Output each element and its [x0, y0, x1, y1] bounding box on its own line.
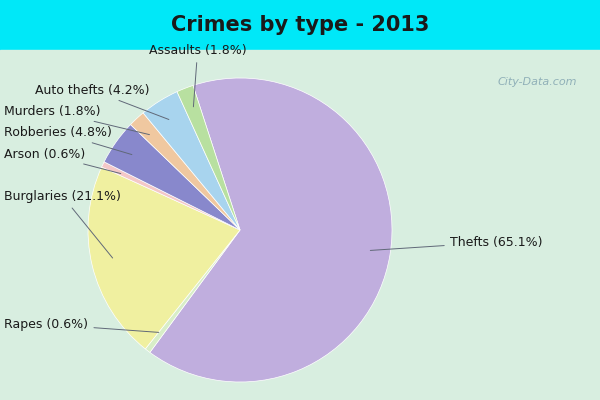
Wedge shape — [101, 162, 240, 230]
Wedge shape — [150, 78, 392, 382]
Wedge shape — [131, 113, 240, 230]
Text: Murders (1.8%): Murders (1.8%) — [4, 105, 149, 135]
Text: Rapes (0.6%): Rapes (0.6%) — [4, 318, 158, 332]
Text: Thefts (65.1%): Thefts (65.1%) — [370, 236, 542, 250]
Text: Robberies (4.8%): Robberies (4.8%) — [4, 126, 132, 154]
Text: Arson (0.6%): Arson (0.6%) — [4, 148, 121, 174]
Text: Auto thefts (4.2%): Auto thefts (4.2%) — [35, 84, 169, 120]
Wedge shape — [143, 92, 240, 230]
Text: City-Data.com: City-Data.com — [498, 77, 577, 87]
Wedge shape — [104, 124, 240, 230]
Text: Crimes by type - 2013: Crimes by type - 2013 — [171, 15, 429, 35]
Bar — [0, 0, 600, 50]
Wedge shape — [177, 86, 240, 230]
Bar — [0, 50, 600, 400]
Text: Assaults (1.8%): Assaults (1.8%) — [149, 44, 247, 107]
Wedge shape — [145, 230, 240, 352]
Text: Burglaries (21.1%): Burglaries (21.1%) — [4, 190, 121, 258]
Wedge shape — [88, 167, 240, 349]
